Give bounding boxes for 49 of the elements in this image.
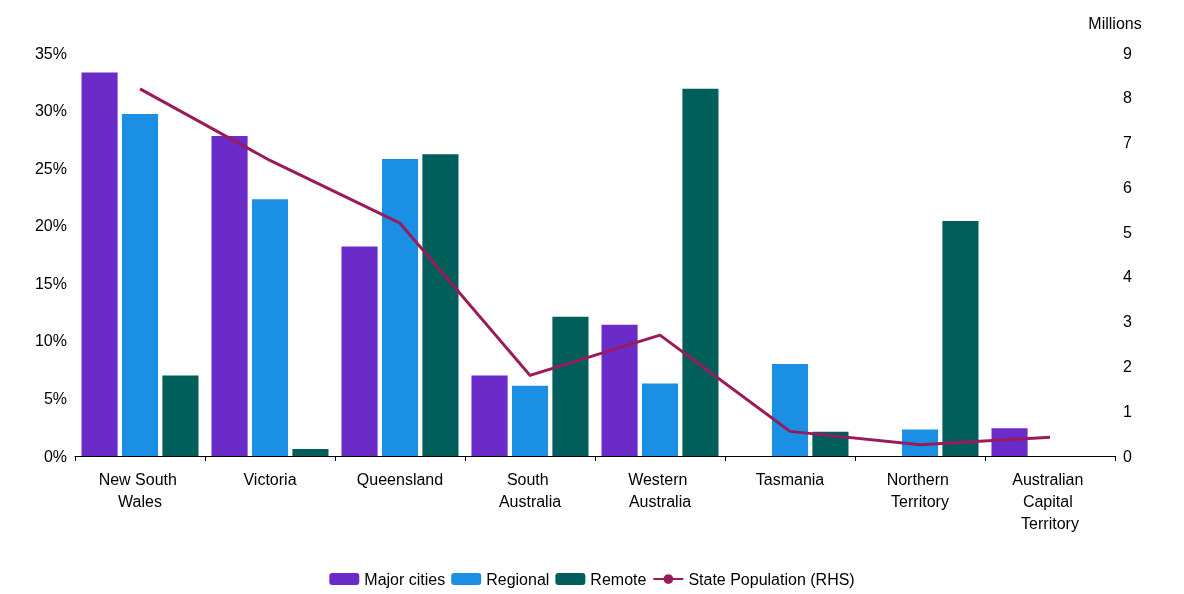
y2-tick-label: 0 [1123, 447, 1132, 465]
bar [292, 449, 329, 456]
y2-tick-label: 3 [1123, 313, 1132, 331]
bar [381, 158, 419, 456]
bar [511, 385, 549, 456]
bar [162, 375, 199, 456]
bar [942, 221, 979, 456]
y-tick-label: 5% [43, 389, 67, 407]
legend-label: Regional [486, 570, 550, 588]
bar [81, 72, 118, 456]
bar [471, 375, 508, 456]
y2-tick-label: 7 [1123, 134, 1132, 152]
bar [552, 316, 589, 456]
y-tick-label: 30% [34, 102, 67, 120]
y-tick-label: 10% [34, 332, 67, 350]
x-tick-label: New South Wales [98, 470, 182, 510]
y2-tick-label: 5 [1123, 223, 1132, 241]
line-series [138, 87, 1052, 447]
bar [211, 135, 248, 456]
y2-tick-label: 1 [1123, 402, 1132, 420]
y2-tick-label: 4 [1123, 268, 1132, 286]
x-tick-label: Queensland [356, 470, 444, 488]
bar [121, 114, 159, 456]
y2-tick-label: 9 [1123, 44, 1132, 62]
legend-label: Major cities [364, 570, 446, 588]
x-tick-label: Victoria [243, 470, 297, 488]
x-tick-label: Western Australia [628, 470, 692, 510]
x-tick-label: Northern Territory [886, 470, 954, 510]
y2-axis-title: Millions [1088, 14, 1142, 32]
x-tick-label: South Australia [498, 470, 562, 510]
y-tick-label: 15% [34, 274, 67, 292]
y-tick-label: 35% [34, 44, 67, 62]
bar [641, 383, 679, 456]
bar [341, 246, 378, 456]
bar [422, 154, 459, 456]
y2-tick-label: 6 [1123, 178, 1132, 196]
bar [682, 88, 719, 456]
y2-tick-label: 8 [1123, 89, 1132, 107]
bar [771, 363, 809, 456]
legend-label: Remote [590, 570, 647, 588]
y-tick-label: 0% [43, 447, 67, 465]
y-tick-label: 25% [34, 159, 67, 177]
legend-label: State Population (RHS) [688, 570, 855, 588]
x-tick-label: Tasmania [755, 470, 825, 488]
bar [251, 199, 289, 456]
bar [601, 324, 638, 456]
y-tick-label: 20% [34, 217, 67, 235]
x-tick-label: Australian Capital Territory [1012, 470, 1088, 532]
y2-tick-label: 2 [1123, 357, 1132, 375]
